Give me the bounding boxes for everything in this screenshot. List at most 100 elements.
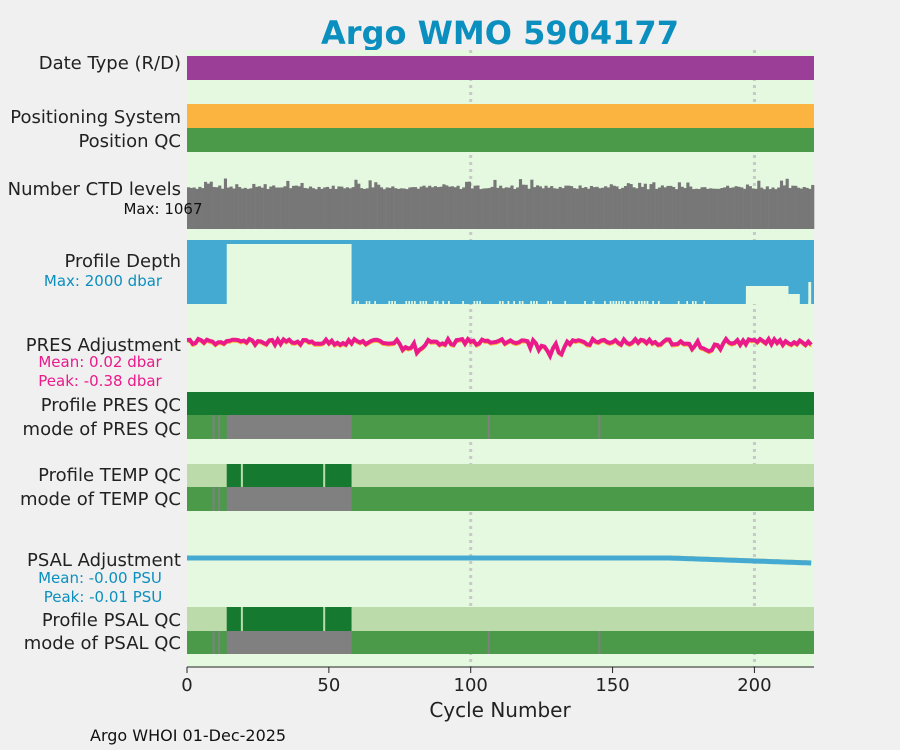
x-axis: 0 50 100 150 200: [181, 666, 814, 696]
ctd-bar: [189, 187, 193, 229]
ctd-bar: [408, 187, 412, 229]
ctd-bar: [351, 187, 355, 229]
ctd-bar: [677, 182, 681, 229]
depth-notch: [368, 301, 371, 304]
ctd-bar: [274, 187, 279, 229]
ctd-bar: [521, 184, 525, 229]
ctd-bar: [306, 188, 310, 229]
ctd-bar: [771, 187, 775, 229]
depth-shallow-gap: [226, 244, 352, 304]
ctd-bar: [317, 186, 321, 229]
band-mode_pres_qc-tick: [487, 415, 490, 439]
ctd-bar: [215, 187, 219, 229]
ctd-bar: [221, 188, 225, 229]
depth-notch: [499, 301, 501, 304]
ctd-bar: [416, 188, 420, 229]
ctd-bar: [232, 188, 236, 229]
x-tick-label-200: 200: [737, 675, 771, 696]
ctd-bar: [348, 188, 352, 229]
depth-notch: [518, 301, 521, 304]
ctd-bar: [490, 186, 494, 229]
ctd-bar: [187, 187, 191, 229]
ctd-bar: [686, 182, 690, 229]
plot-background: [187, 50, 814, 667]
psal-adjustment-line: [187, 555, 812, 566]
ctd-bar: [674, 189, 679, 229]
ctd-bar: [280, 187, 284, 229]
ctd-bar: [567, 185, 571, 229]
plot-area: [186, 50, 815, 667]
ctd-bar: [206, 183, 210, 229]
depth-notch: [694, 301, 697, 304]
ctd-bar: [697, 188, 701, 229]
ctd-bar: [760, 187, 764, 229]
ctd-bar: [266, 189, 270, 229]
depth-notch: [609, 301, 612, 304]
ctd-bar: [218, 185, 222, 229]
ctd-bar: [527, 188, 531, 229]
depth-notch: [357, 301, 359, 304]
ctd-bar: [802, 186, 806, 229]
ctd-bar: [493, 179, 497, 229]
ctd-bar: [257, 186, 262, 229]
ctd-bar: [788, 188, 792, 229]
ctd-bar: [473, 185, 477, 229]
depth-notch: [640, 301, 643, 304]
ctd-bar: [609, 184, 613, 229]
ctd-bar: [700, 187, 704, 229]
ctd-bar: [362, 188, 367, 229]
depth-notch: [646, 301, 649, 304]
band-profile_temp_qc-tick: [323, 464, 326, 487]
depth-notch: [686, 301, 689, 304]
depth-notch: [638, 301, 640, 304]
ctd-bar: [657, 187, 662, 229]
ctd-bar: [660, 185, 664, 229]
row-sublabel-psal_adjustment: Peak: -0.01 PSU: [44, 588, 163, 606]
ctd-bar: [592, 187, 596, 229]
ctd-bar: [436, 187, 440, 229]
row-label-profile_depth: Profile Depth: [64, 251, 181, 272]
ctd-bar: [805, 187, 809, 229]
ctd-bar: [308, 186, 313, 229]
depth-notch: [436, 301, 439, 304]
row-label-psal_adjustment: PSAL Adjustment: [27, 550, 181, 571]
ctd-bar: [581, 187, 585, 229]
ctd-bar: [467, 181, 472, 229]
ctd-bar: [507, 187, 511, 229]
depth-notch: [374, 301, 376, 304]
ctd-bar: [785, 178, 789, 229]
ctd-bar: [692, 189, 696, 229]
ctd-bar: [425, 187, 429, 229]
band-profile_temp_qc-tick: [240, 464, 243, 487]
ctd-bar: [479, 189, 483, 229]
ctd-bar: [195, 188, 199, 229]
ctd-bar: [413, 187, 418, 229]
ctd-bar: [672, 186, 676, 229]
ctd-bar: [751, 188, 755, 229]
ctd-bar: [513, 188, 517, 229]
ctd-bar: [791, 185, 795, 229]
row-sublabel-profile_depth: Max: 2000 dbar: [44, 272, 163, 290]
ctd-bar: [272, 185, 276, 229]
ctd-bar: [570, 186, 574, 229]
band-mode_psal_qc-tick: [598, 631, 601, 654]
ctd-bar: [649, 184, 653, 229]
ctd-bar: [269, 186, 273, 229]
depth-late-notch: [788, 294, 800, 304]
ctd-bar: [635, 188, 639, 229]
band-profile_temp_qc-dark: [226, 464, 352, 487]
row-label-ctd_levels: Number CTD levels: [8, 179, 181, 200]
ctd-bar: [655, 188, 659, 229]
ctd-bar: [535, 185, 540, 229]
ctd-bar: [743, 188, 747, 229]
depth-notch: [365, 301, 368, 304]
ctd-bar: [706, 188, 710, 229]
ctd-bar: [799, 188, 803, 229]
ctd-bar: [345, 187, 350, 229]
ctd-bar: [326, 186, 330, 229]
ctd-bar: [360, 188, 364, 229]
depth-notch: [632, 301, 635, 304]
ctd-bar: [555, 188, 559, 229]
ctd-bar: [510, 185, 514, 229]
ctd-bar: [439, 186, 443, 229]
